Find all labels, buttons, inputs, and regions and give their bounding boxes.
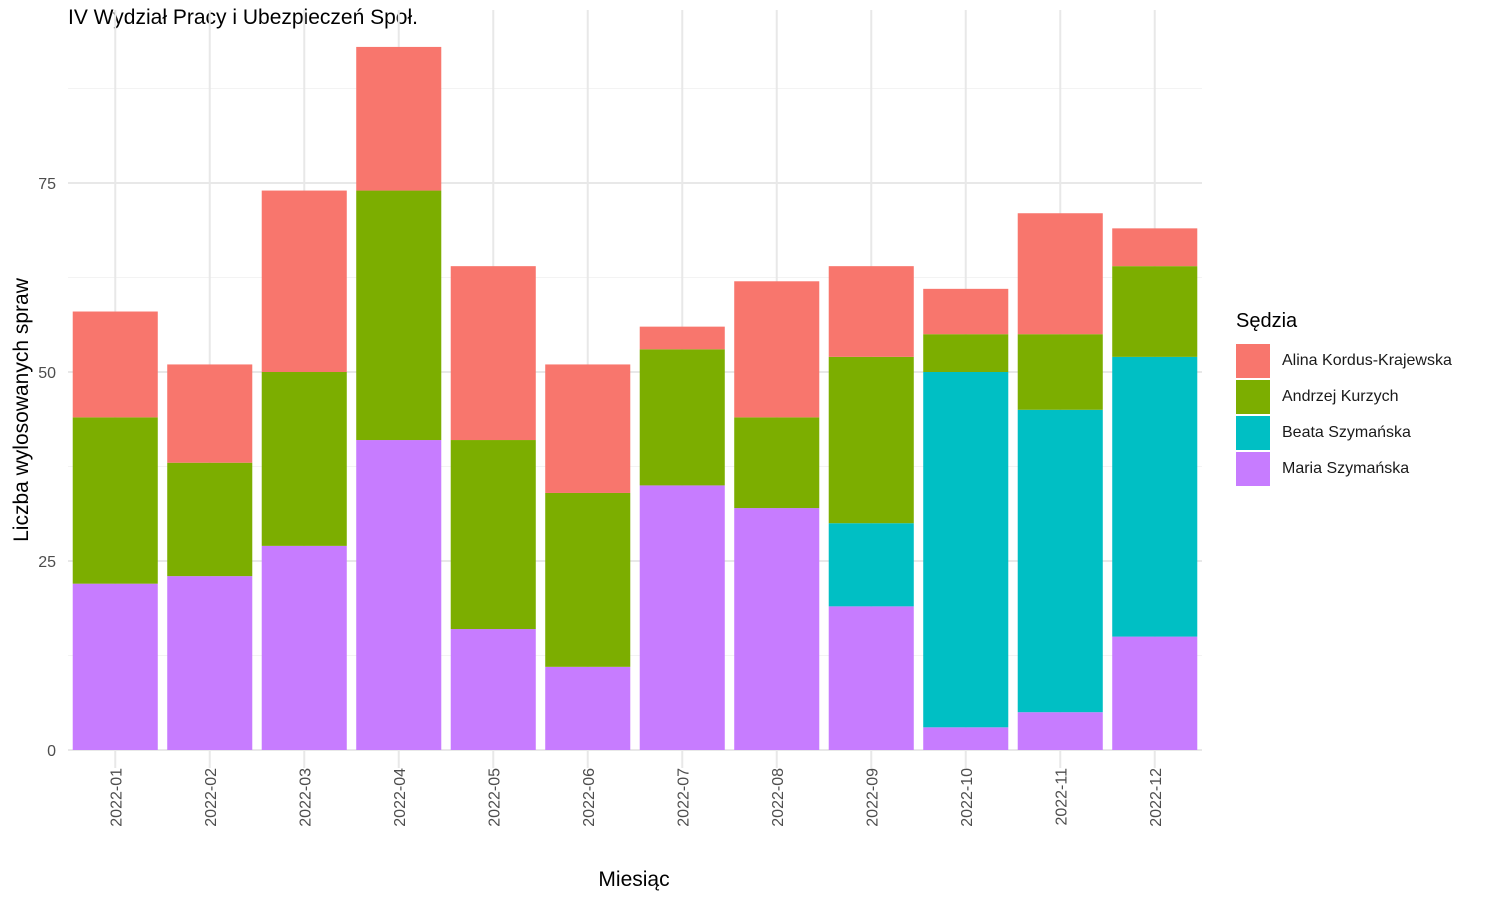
bar-segment — [1018, 213, 1103, 334]
bar-segment — [1112, 357, 1197, 637]
legend-item: Alina Kordus-Krajewska — [1236, 343, 1452, 379]
bar-segment — [73, 584, 158, 750]
legend-item: Andrzej Kurzych — [1236, 379, 1452, 415]
x-tick-label: 2022-09 — [864, 768, 881, 827]
legend-label: Andrzej Kurzych — [1282, 388, 1399, 406]
x-tick-label: 2022-07 — [675, 768, 692, 827]
bar-segment — [262, 191, 347, 372]
bar-segment — [451, 266, 536, 440]
bar-segment — [545, 667, 630, 750]
legend-item: Maria Szymańska — [1236, 451, 1452, 487]
bar-segment — [923, 334, 1008, 372]
bar-segment — [167, 364, 252, 462]
y-tick-label: 50 — [38, 365, 56, 382]
bar-segment — [829, 266, 914, 357]
legend-item: Beata Szymańska — [1236, 415, 1452, 451]
bar-segment — [262, 372, 347, 546]
y-tick-label: 75 — [38, 176, 56, 193]
x-tick-label: 2022-10 — [959, 768, 976, 827]
bar-segment — [640, 349, 725, 485]
x-tick-label: 2022-03 — [297, 768, 314, 827]
bar-segment — [829, 357, 914, 523]
bar-segment — [545, 364, 630, 493]
legend-swatch — [1236, 452, 1270, 486]
legend-label: Beata Szymańska — [1282, 424, 1411, 442]
bar-segment — [640, 485, 725, 750]
bar-segment — [356, 440, 441, 750]
legend-swatch — [1236, 380, 1270, 414]
bar-segment — [167, 463, 252, 576]
x-tick-label: 2022-01 — [108, 768, 125, 827]
bar-segment — [262, 546, 347, 750]
x-axis-label: Miesiąc — [598, 868, 669, 891]
bar-segment — [1112, 266, 1197, 357]
bar-segment — [73, 417, 158, 583]
bar-segment — [1018, 410, 1103, 712]
x-tick-labels: 2022-01 2022-02 2022-03 2022-04 2022-05 2022-… — [108, 768, 1165, 827]
y-tick-labels: 0 25 50 75 — [38, 176, 56, 760]
bar-segment — [451, 629, 536, 750]
x-tick-label: 2022-08 — [770, 768, 787, 827]
bar-segment — [734, 508, 819, 750]
bar-segment — [829, 606, 914, 750]
bar-segment — [1018, 334, 1103, 410]
x-tick-label: 2022-11 — [1053, 768, 1070, 826]
bar-segment — [451, 440, 536, 629]
bar-segment — [545, 493, 630, 667]
bar-segment — [923, 727, 1008, 750]
bar-segment — [1018, 712, 1103, 750]
y-tick-label: 25 — [38, 554, 56, 571]
x-tick-label: 2022-04 — [392, 768, 409, 827]
x-tick-label: 2022-06 — [581, 768, 598, 827]
legend-label: Maria Szymańska — [1282, 460, 1409, 478]
bars — [73, 47, 1198, 750]
bar-segment — [1112, 228, 1197, 266]
legend-title: Sędzia — [1236, 310, 1452, 333]
y-axis-label: Liczba wylosowanych spraw — [10, 277, 33, 542]
bar-segment — [734, 417, 819, 508]
bar-segment — [73, 312, 158, 418]
bar-segment — [829, 523, 914, 606]
x-tick-label: 2022-12 — [1148, 768, 1165, 827]
bar-segment — [640, 327, 725, 350]
legend-swatch — [1236, 344, 1270, 378]
bar-segment — [734, 281, 819, 417]
x-tick-label: 2022-02 — [203, 768, 220, 827]
bar-segment — [356, 47, 441, 191]
bar-segment — [356, 191, 441, 440]
bar-segment — [167, 576, 252, 750]
bar-segment — [923, 372, 1008, 727]
legend-swatch — [1236, 416, 1270, 450]
bar-segment — [1112, 637, 1197, 750]
x-tick-label: 2022-05 — [486, 768, 503, 827]
legend-label: Alina Kordus-Krajewska — [1282, 352, 1452, 370]
legend: Sędzia Alina Kordus-Krajewska Andrzej Kur… — [1236, 310, 1452, 487]
y-tick-label: 0 — [47, 743, 56, 760]
bar-segment — [923, 289, 1008, 334]
